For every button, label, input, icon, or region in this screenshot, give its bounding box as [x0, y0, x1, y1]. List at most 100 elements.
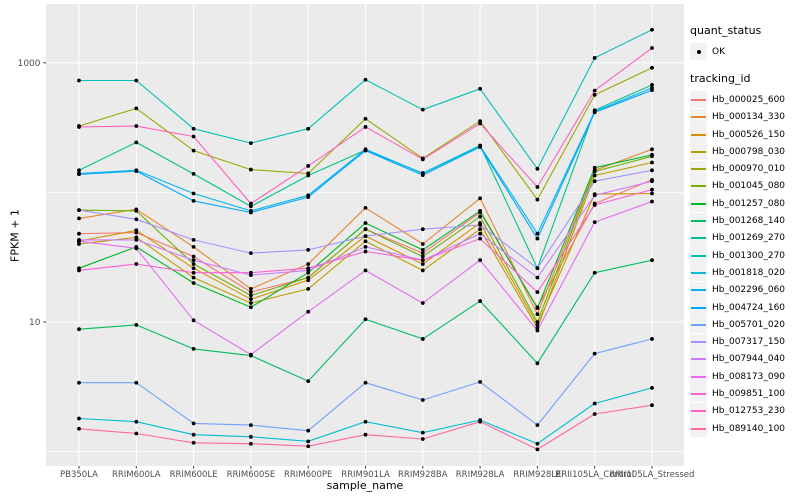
legend-item-Hb_002296_060: Hb_002296_060: [690, 281, 798, 299]
data-point: [592, 173, 597, 178]
data-point: [650, 160, 654, 165]
data-point: [191, 266, 196, 271]
data-point: [650, 187, 654, 192]
series-color-line-icon: [691, 168, 706, 171]
legend-item-label: Hb_000134_330: [712, 112, 786, 123]
data-point: [191, 171, 196, 176]
y-tick-label: 1000: [18, 59, 41, 69]
legend-key-swatch: [690, 143, 707, 161]
data-point: [535, 166, 540, 171]
data-point: [363, 239, 368, 244]
legend-key-swatch: [690, 177, 707, 195]
legend-key-swatch: [690, 91, 707, 109]
data-point: [478, 299, 482, 303]
data-point: [650, 65, 654, 70]
legend-item-label: Hb_000970_010: [712, 164, 786, 175]
data-point: [535, 361, 540, 366]
data-point: [478, 208, 482, 213]
data-point: [134, 246, 139, 251]
data-point: [191, 318, 196, 323]
data-point: [249, 270, 253, 275]
legend-item-label: Hb_001300_270: [712, 250, 786, 261]
data-point: [650, 386, 654, 390]
data-point: [77, 416, 81, 421]
legend-item-Hb_001269_270: Hb_001269_270: [690, 229, 798, 247]
data-point: [249, 293, 253, 298]
data-point: [535, 231, 540, 236]
x-tick-label: RRIM600SE: [227, 470, 276, 480]
data-point: [77, 268, 81, 273]
legend-key-swatch: [690, 212, 707, 230]
data-point: [650, 403, 654, 408]
legend-key-swatch: [690, 402, 707, 420]
data-point: [420, 242, 425, 246]
data-point: [363, 244, 368, 249]
legend-item-label: Hb_000025_600: [712, 94, 786, 105]
legend-item-label: Hb_000526_150: [712, 129, 786, 140]
data-point: [363, 125, 368, 129]
data-point: [420, 337, 425, 341]
data-point: [363, 77, 368, 82]
legend-item-Hb_007317_150: Hb_007317_150: [690, 333, 798, 351]
data-point: [650, 46, 654, 50]
legend-title-quant-status: quant_status: [690, 24, 762, 37]
data-point: [363, 221, 368, 225]
x-tick-label: RRII105LA_Control: [555, 470, 634, 480]
data-point: [535, 312, 540, 317]
legend-key-swatch: [690, 420, 707, 438]
x-tick-label: RRII105LA_Stressed: [610, 470, 695, 480]
x-tick-label: RRIM928LE: [513, 470, 561, 480]
data-point: [77, 216, 81, 221]
data-point: [363, 419, 368, 424]
series-color-line-icon: [691, 271, 706, 274]
data-point: [134, 262, 139, 266]
data-point: [420, 227, 425, 232]
legend-item-label: Hb_001045_080: [712, 181, 786, 192]
data-point: [478, 196, 482, 201]
data-point: [134, 322, 139, 327]
data-point: [77, 78, 81, 83]
data-point: [363, 249, 368, 254]
data-point: [535, 322, 540, 327]
data-point: [306, 309, 311, 314]
data-point: [191, 191, 196, 196]
y-axis-title: FPKM + 1: [8, 209, 22, 262]
legend-item-Hb_008173_090: Hb_008173_090: [690, 368, 798, 386]
data-point: [77, 380, 81, 385]
data-point: [134, 169, 139, 173]
data-point: [592, 220, 597, 224]
data-point: [191, 270, 196, 275]
legend-key-swatch: [690, 108, 707, 126]
data-point: [191, 440, 196, 445]
series-color-line-icon: [691, 427, 706, 430]
data-point: [134, 238, 139, 242]
data-point: [249, 305, 253, 310]
data-point: [191, 148, 196, 153]
data-point: [592, 169, 597, 174]
data-point: [535, 275, 540, 280]
data-point: [650, 27, 654, 32]
data-point: [535, 290, 540, 295]
legend-key-point: [690, 43, 707, 61]
legend-item-label: Hb_001818_020: [712, 267, 786, 278]
legend-item-label: Hb_008173_090: [712, 371, 786, 382]
legend-item-Hb_089140_100: Hb_089140_100: [690, 420, 798, 438]
data-point: [191, 347, 196, 351]
data-point: [650, 258, 654, 263]
data-point: [478, 258, 482, 263]
data-point: [420, 157, 425, 162]
legend-item-Hb_001257_080: Hb_001257_080: [690, 195, 798, 213]
data-point: [134, 419, 139, 424]
data-point: [191, 134, 196, 139]
data-point: [650, 152, 654, 157]
data-point: [363, 432, 368, 437]
data-point: [134, 217, 139, 222]
data-point: [134, 228, 139, 233]
data-point: [306, 278, 311, 283]
data-point: [478, 231, 482, 236]
series-color-line-icon: [691, 323, 706, 326]
legend-key-swatch: [690, 195, 707, 213]
data-point: [420, 268, 425, 273]
legend-key-swatch: [690, 126, 707, 144]
legend-title-tracking-id: tracking_id: [690, 72, 751, 86]
